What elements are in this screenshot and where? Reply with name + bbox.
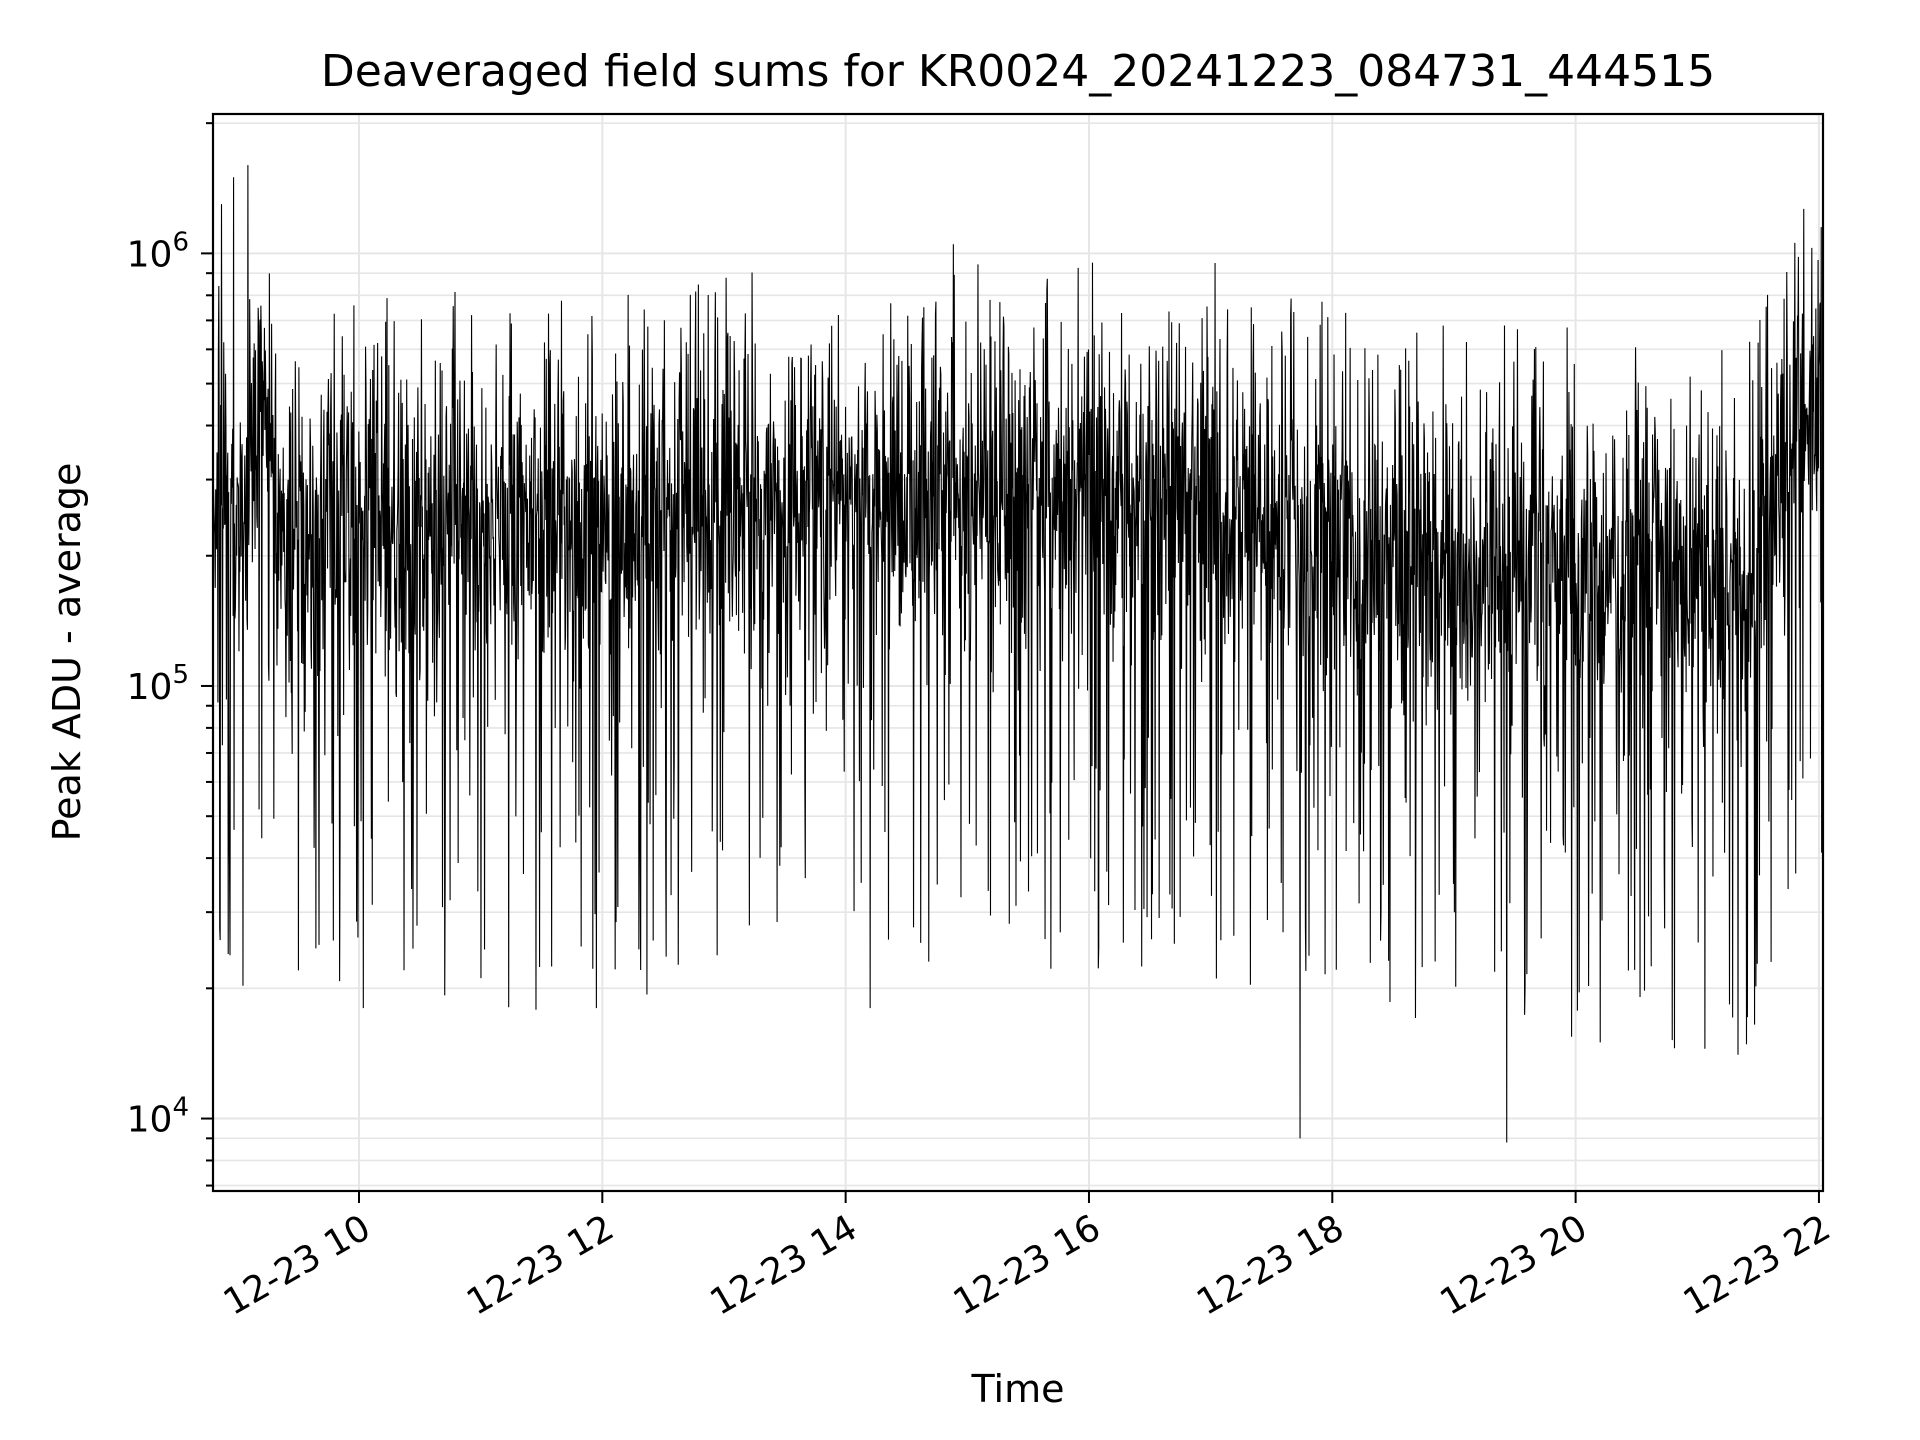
- plot-frame: [211, 112, 1825, 1193]
- chart-title: Deaveraged field sums for KR0024_2024122…: [321, 46, 1715, 97]
- x-axis-label: Time: [971, 1367, 1065, 1411]
- y-tick-label: 105: [127, 660, 189, 708]
- y-tick-base: 10: [127, 1100, 173, 1141]
- data-series: [212, 165, 1824, 1143]
- series-line: [212, 165, 1824, 1143]
- y-tick-exponent: 5: [172, 660, 189, 690]
- y-tick-exponent: 6: [172, 227, 189, 257]
- y-tick-label: 106: [127, 227, 189, 275]
- y-tick-exponent: 4: [172, 1093, 189, 1123]
- y-axis-label: Peak ADU - average: [45, 463, 89, 842]
- y-tick-label: 104: [127, 1093, 189, 1141]
- y-tick-base: 10: [127, 234, 173, 275]
- y-tick-base: 10: [127, 667, 173, 708]
